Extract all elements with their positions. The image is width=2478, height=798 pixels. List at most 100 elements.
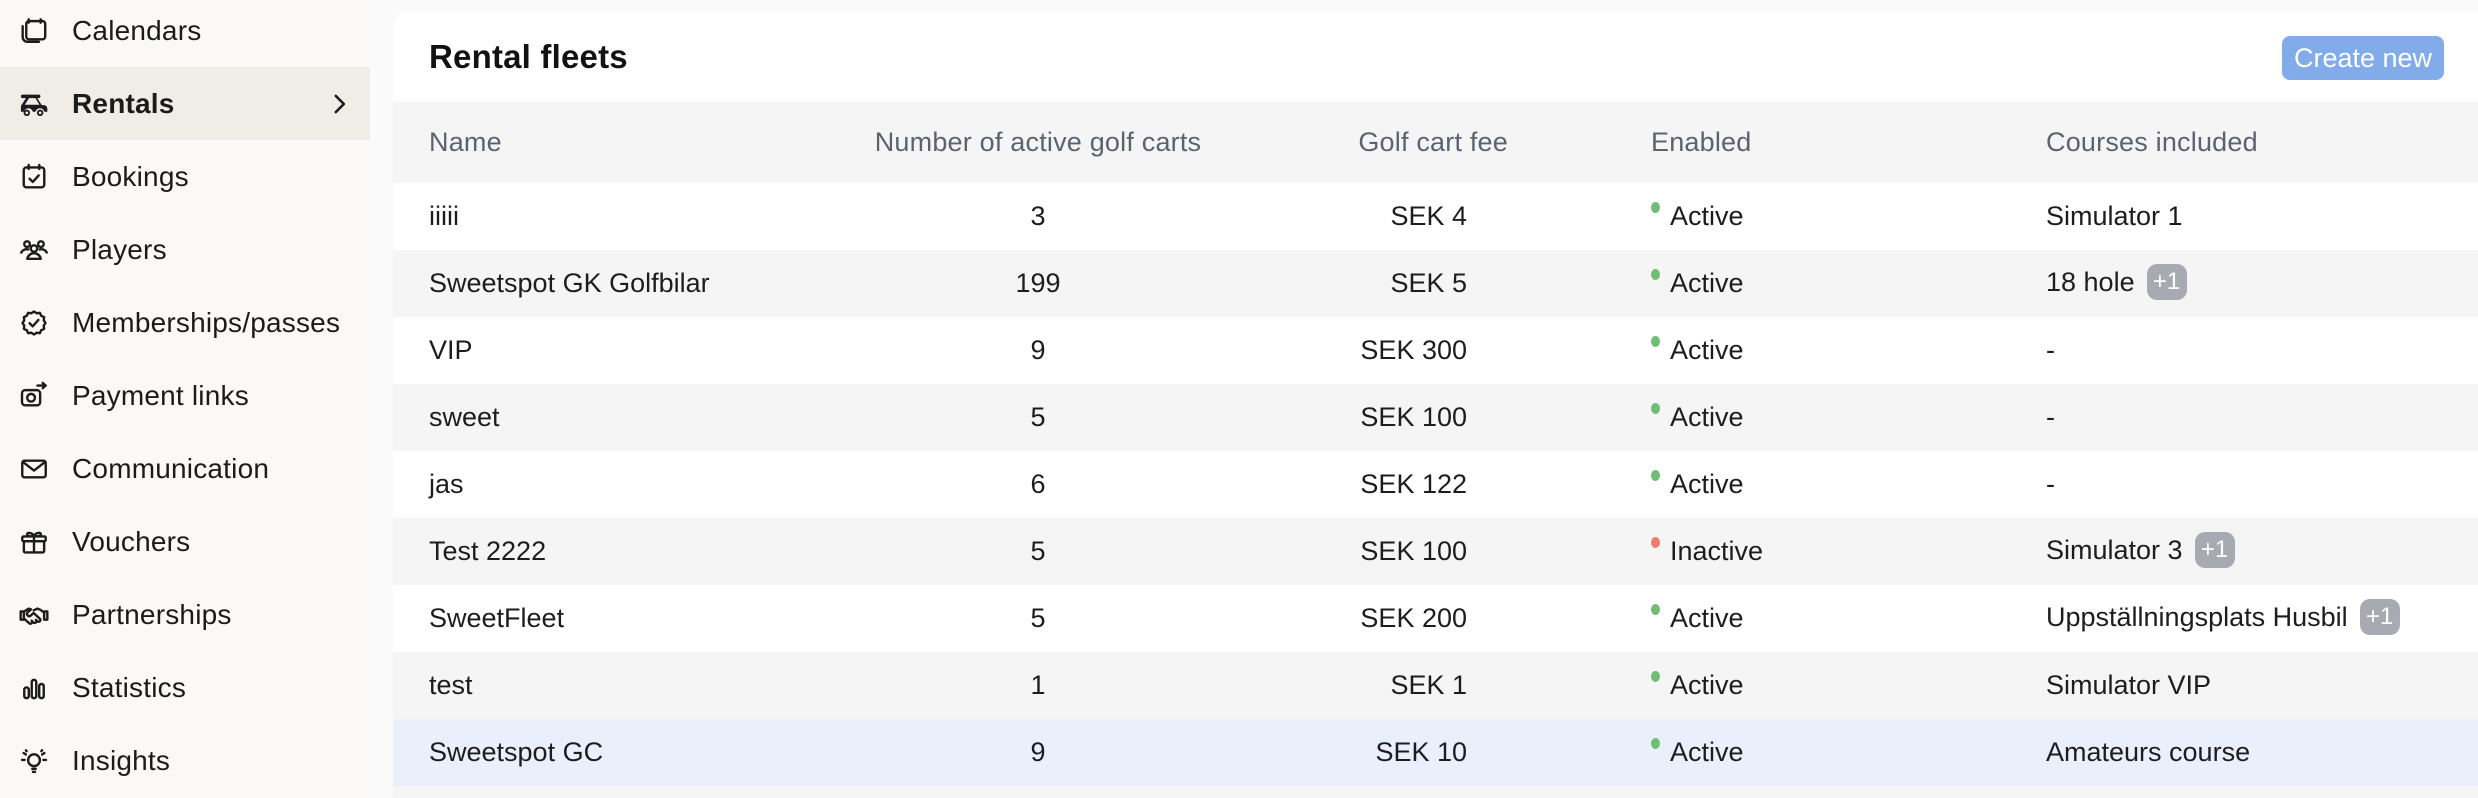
cell-active-golf-carts: 9	[1030, 737, 1046, 767]
sidebar-item-label: Payment links	[72, 379, 249, 411]
courses-overflow-badge[interactable]: +1	[2359, 598, 2400, 635]
column-header-enabled[interactable]: Enabled	[1651, 127, 1752, 157]
cell-golf-cart-fee: SEK 5	[1390, 268, 1467, 298]
cell-active-golf-carts: 9	[1030, 335, 1046, 365]
status-dot-active	[1651, 403, 1660, 414]
cell-golf-cart-fee: SEK 100	[1360, 536, 1467, 566]
column-header-golf-cart-fee[interactable]: Golf cart fee	[1358, 127, 1508, 157]
main-panel: Rental fleets Create new Name Number of …	[393, 12, 2478, 798]
courses-overflow-badge[interactable]: +1	[2146, 263, 2187, 300]
card-header: Rental fleets Create new	[393, 12, 2478, 102]
courses-label: -	[2046, 469, 2055, 499]
column-header-name[interactable]: Name	[429, 127, 502, 157]
cell-courses-included: Simulator VIP	[1903, 670, 2478, 701]
cell-enabled: Active	[1508, 737, 1903, 768]
cell-name: Sweetspot GK Golfbilar	[429, 268, 710, 298]
sidebar-item-label: Players	[72, 233, 167, 265]
sidebar-item-partnerships[interactable]: Partnerships	[0, 578, 370, 651]
sidebar-item-label: Statistics	[72, 671, 187, 703]
cell-enabled: Active	[1508, 201, 1903, 232]
status-label: Active	[1670, 670, 1744, 700]
cell-active-golf-carts: 1	[1030, 670, 1046, 700]
cell-enabled: Active	[1508, 603, 1903, 634]
status-label: Active	[1670, 268, 1744, 298]
sidebar-item-calendars[interactable]: Calendars	[0, 0, 370, 67]
table-header: Name Number of active golf carts Golf ca…	[393, 102, 2478, 183]
sidebar-item-vouchers[interactable]: Vouchers	[0, 505, 370, 578]
table-row[interactable]: Test 2222 5 SEK 100 Inactive Simulator 3 +1	[393, 518, 2478, 585]
table-row[interactable]: SweetFleet 5 SEK 200 Active Uppställningspla…	[393, 585, 2478, 652]
sidebar: Calendars Rentals Bookings Players Membershi…	[0, 0, 370, 798]
envelope-icon	[18, 453, 50, 485]
status-label: Active	[1670, 737, 1744, 767]
create-new-button[interactable]: Create new	[2282, 36, 2444, 80]
cell-name: Test 2222	[429, 536, 547, 566]
sidebar-item-payment-links[interactable]: Payment links	[0, 359, 370, 432]
table-row[interactable]: sweet 5 SEK 100 Active -	[393, 384, 2478, 451]
status-dot-active	[1651, 738, 1660, 749]
cell-enabled: Active	[1508, 335, 1903, 366]
cell-active-golf-carts: 5	[1030, 536, 1046, 566]
sidebar-item-label: Communication	[72, 452, 270, 484]
column-header-active-golf-carts[interactable]: Number of active golf carts	[874, 127, 1202, 157]
sidebar-item-statistics[interactable]: Statistics	[0, 651, 370, 724]
table-row-partial	[393, 786, 2478, 798]
status-dot-active	[1651, 470, 1660, 481]
sidebar-item-insights[interactable]: Insights	[0, 724, 370, 797]
status-dot-inactive	[1651, 537, 1660, 548]
cell-golf-cart-fee: SEK 1	[1390, 670, 1467, 700]
table-row[interactable]: test 1 SEK 1 Active Simulator VIP	[393, 652, 2478, 719]
table-row[interactable]: Sweetspot GK Golfbilar 199 SEK 5 Active 18 h…	[393, 250, 2478, 317]
sidebar-item-players[interactable]: Players	[0, 213, 370, 286]
bar-chart-icon	[18, 672, 50, 704]
lightbulb-icon	[18, 745, 50, 777]
cell-name: jas	[429, 469, 464, 499]
status-label: Active	[1670, 469, 1744, 499]
cell-golf-cart-fee: SEK 4	[1390, 201, 1467, 231]
status-label: Active	[1670, 603, 1744, 633]
status-label: Inactive	[1670, 536, 1764, 566]
cell-active-golf-carts: 5	[1030, 402, 1046, 432]
cell-enabled: Inactive	[1508, 536, 1903, 567]
column-header-courses-included[interactable]: Courses included	[2046, 127, 2258, 157]
sidebar-item-memberships-passes[interactable]: Memberships/passes	[0, 286, 370, 359]
table-row[interactable]: VIP 9 SEK 300 Active -	[393, 317, 2478, 384]
cell-enabled: Active	[1508, 402, 1903, 433]
table-row[interactable]: jas 6 SEK 122 Active -	[393, 451, 2478, 518]
cell-golf-cart-fee: SEK 200	[1360, 603, 1467, 633]
status-dot-active	[1651, 269, 1660, 280]
sidebar-item-bookings[interactable]: Bookings	[0, 140, 370, 213]
cell-courses-included: -	[1903, 402, 2478, 433]
sidebar-item-rentals[interactable]: Rentals	[0, 67, 370, 140]
courses-overflow-badge[interactable]: +1	[2194, 531, 2235, 568]
calendars-icon	[18, 15, 50, 47]
gift-icon	[18, 526, 50, 558]
courses-label: Simulator VIP	[2046, 670, 2212, 700]
sidebar-item-label: Bookings	[72, 160, 189, 192]
sidebar-item-communication[interactable]: Communication	[0, 432, 370, 505]
sidebar-item-label: Calendars	[72, 14, 202, 46]
payment-links-icon	[18, 380, 50, 412]
table-row[interactable]: iiiii 3 SEK 4 Active Simulator 1	[393, 183, 2478, 250]
cell-name: Sweetspot GC	[429, 737, 604, 767]
courses-label: Amateurs course	[2046, 737, 2251, 767]
cell-golf-cart-fee: SEK 122	[1360, 469, 1467, 499]
cell-name: test	[429, 670, 473, 700]
sidebar-item-label: Partnerships	[72, 598, 232, 630]
calendar-check-icon	[18, 161, 50, 193]
cell-name: iiiii	[429, 201, 459, 231]
status-dot-active	[1651, 202, 1660, 213]
courses-label: Simulator 1	[2046, 201, 2183, 231]
table-row[interactable]: Sweetspot GC 9 SEK 10 Active Amateurs course	[393, 719, 2478, 786]
cell-courses-included: Simulator 3 +1	[1903, 531, 2478, 570]
cell-courses-included: Uppställningsplats Husbil +1	[1903, 598, 2478, 637]
cell-active-golf-carts: 3	[1030, 201, 1046, 231]
cell-enabled: Active	[1508, 268, 1903, 299]
cell-courses-included: 18 hole +1	[1903, 263, 2478, 302]
handshake-icon	[18, 599, 50, 631]
cell-courses-included: Amateurs course	[1903, 737, 2478, 768]
cell-golf-cart-fee: SEK 10	[1375, 737, 1467, 767]
courses-label: -	[2046, 335, 2055, 365]
status-dot-active	[1651, 336, 1660, 347]
